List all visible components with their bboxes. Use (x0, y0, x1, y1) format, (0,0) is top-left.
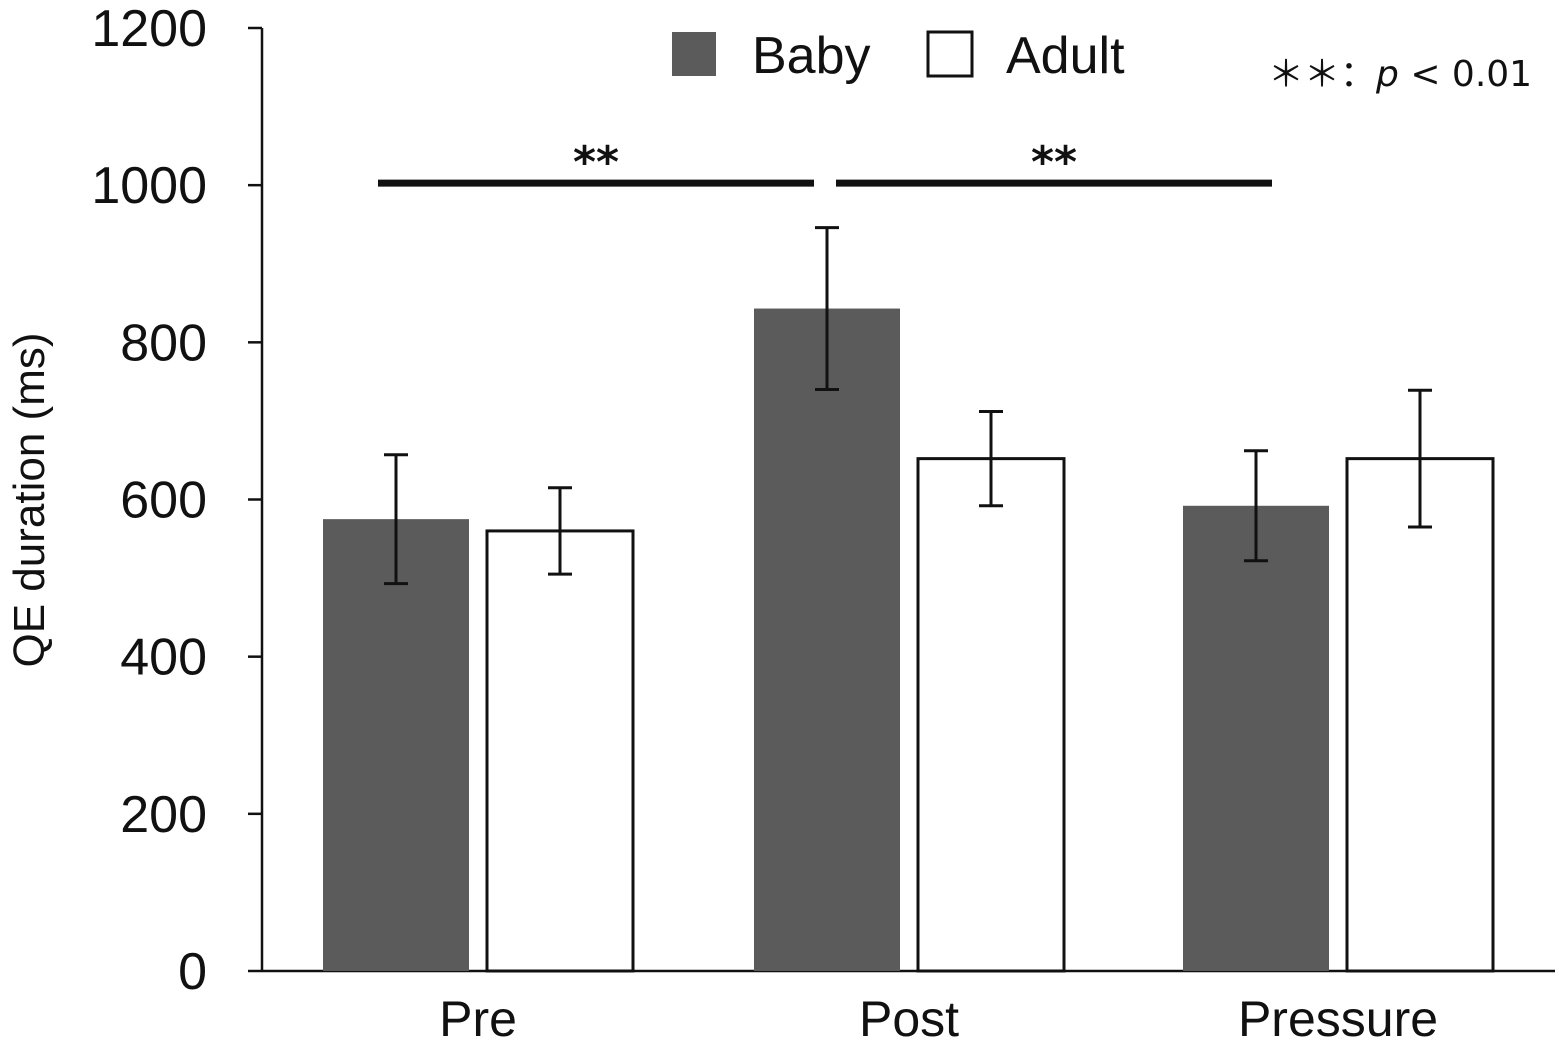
y-tick-label: 400 (120, 629, 207, 687)
y-tick-label: 1200 (91, 0, 207, 58)
bar-baby-pressure (1183, 505, 1329, 971)
significance-label: ** (1031, 137, 1077, 188)
legend-swatch-adult (926, 30, 974, 78)
y-tick-label: 0 (178, 943, 207, 1001)
significance-markers: ** ** (378, 137, 1272, 188)
significance-label: ** (573, 137, 619, 188)
y-tick-label: 1000 (91, 157, 207, 215)
legend-label-baby: Baby (752, 27, 871, 85)
y-tick-label: 600 (120, 472, 207, 530)
x-axis-labels: Pre Post Pressure (439, 991, 1438, 1046)
note-p: p (1375, 54, 1399, 95)
significance-note: ＊＊：p < 0.01 (1268, 54, 1532, 95)
legend: Baby Adult (672, 27, 1125, 85)
legend-label-adult: Adult (1006, 27, 1125, 85)
bar-adult-pre (485, 529, 635, 973)
y-tick-label: 200 (120, 786, 207, 844)
x-tick-label-pre: Pre (439, 991, 517, 1046)
bar-adult-pressure (1345, 457, 1495, 973)
bar-baby-post (754, 308, 900, 972)
bars (323, 308, 1495, 973)
y-axis-ticks: 0 200 400 600 800 1000 1200 (91, 0, 262, 1001)
error-bars (384, 226, 1432, 586)
bar-adult-post (916, 457, 1066, 973)
note-stars: ＊＊： (1268, 54, 1376, 95)
bar-baby-pre (323, 519, 469, 971)
y-tick-label: 800 (120, 314, 207, 372)
legend-swatch-baby (672, 32, 716, 76)
note-threshold: < 0.01 (1399, 54, 1532, 95)
x-tick-label-pressure: Pressure (1238, 991, 1438, 1046)
y-axis-title: QE duration (ms) (5, 333, 54, 668)
x-tick-label-post: Post (859, 991, 959, 1046)
